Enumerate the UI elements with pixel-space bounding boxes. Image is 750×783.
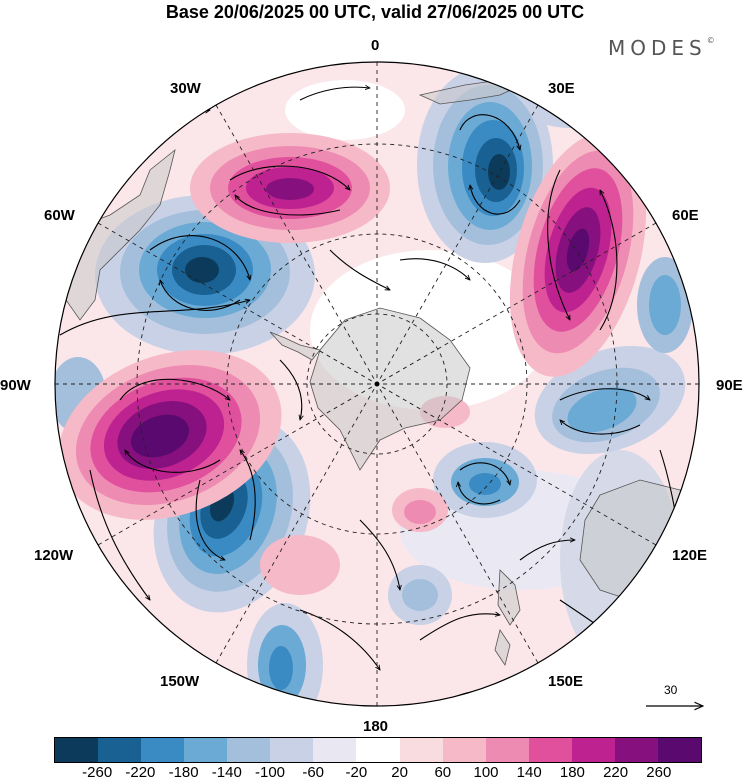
south-pole-marker — [374, 381, 380, 387]
colorbar-swatch — [528, 738, 572, 762]
negative-anomaly-75e — [637, 257, 693, 353]
anomaly-field — [55, 62, 699, 706]
map-title: Base 20/06/2025 00 UTC, valid 27/06/2025… — [165, 2, 585, 22]
modes-logo: MODES© — [608, 36, 715, 60]
colorbar-tick-label: -220 — [125, 764, 156, 781]
lon-label-150w: 150W — [160, 673, 200, 690]
colorbar-swatch — [614, 738, 658, 762]
lon-label-60e: 60E — [672, 207, 699, 224]
streamlines — [59, 87, 680, 706]
colorbar-swatch — [141, 738, 185, 762]
colorbar-swatch — [399, 738, 443, 762]
colorbar-tick-label: -20 — [345, 764, 368, 781]
landmasses — [61, 79, 699, 666]
colorbar-swatch — [442, 738, 486, 762]
colorbar-swatch — [55, 738, 99, 762]
colorbar-tick-label: 220 — [603, 764, 629, 781]
lon-label-90w: 90W — [0, 377, 31, 394]
positive-anomaly-100w — [58, 350, 282, 520]
colorbar-swatch — [98, 738, 142, 762]
reference-vector-label: 30 — [664, 683, 678, 697]
lon-label-150e: 150E — [548, 673, 584, 690]
lon-label-90e: 90E — [716, 377, 743, 394]
positive-anomaly-50e — [509, 133, 647, 377]
colorbar-tick-label: 100 — [473, 764, 499, 781]
lon-label-120e: 120E — [672, 547, 708, 564]
south-america — [61, 148, 176, 321]
neutral-region — [285, 80, 405, 140]
colorbar-tick-label: -140 — [211, 764, 242, 781]
colorbar-swatch — [485, 738, 529, 762]
lon-label-30e: 30E — [548, 80, 575, 97]
colorbar-swatch — [270, 738, 314, 762]
logo-mark: © — [706, 36, 715, 45]
colorbar-swatch — [571, 738, 615, 762]
australia — [579, 479, 699, 601]
colorbar-tick-label: 180 — [559, 764, 585, 781]
antarctic-peninsula — [269, 331, 321, 361]
lon-label-120w: 120W — [34, 547, 74, 564]
colorbar-tick-label: 260 — [646, 764, 672, 781]
lon-label-60w: 60W — [44, 207, 75, 224]
africa-tip — [418, 79, 516, 105]
colorbar-swatch — [657, 738, 701, 762]
lon-label-180: 180 — [363, 718, 389, 735]
colorbar-labels: -260 -220 -180 -140 -100 -60 -20 20 60 100 140 180 2… — [0, 764, 750, 782]
colorbar-tick-label: -180 — [168, 764, 199, 781]
negative-anomaly-90e — [534, 345, 686, 455]
negative-anomaly-170w — [247, 603, 323, 706]
lon-label-30w: 30W — [170, 80, 201, 97]
colorbar-tick-label: 60 — [434, 764, 452, 781]
colorbar-tick-label: -260 — [82, 764, 113, 781]
colorbar-swatch — [356, 738, 400, 762]
negative-anomaly-20e — [417, 67, 553, 263]
colorbar-tick-label: 140 — [516, 764, 542, 781]
logo-text: MODES — [608, 36, 707, 60]
colorbar-tick-label: -60 — [302, 764, 325, 781]
new-zealand-south — [494, 629, 511, 666]
negative-anomaly-160e — [433, 442, 537, 518]
map-border — [54, 61, 700, 707]
colorbar — [54, 737, 702, 763]
colorbar-swatch — [313, 738, 357, 762]
colorbar-tick-label: -100 — [254, 764, 286, 781]
lon-label-0: 0 — [371, 37, 380, 54]
colorbar-tick-label: 20 — [391, 764, 408, 781]
colorbar-swatch — [227, 738, 271, 762]
antarctica — [309, 307, 471, 471]
positive-anomaly-15w — [190, 133, 390, 243]
colorbar-swatch — [184, 738, 228, 762]
